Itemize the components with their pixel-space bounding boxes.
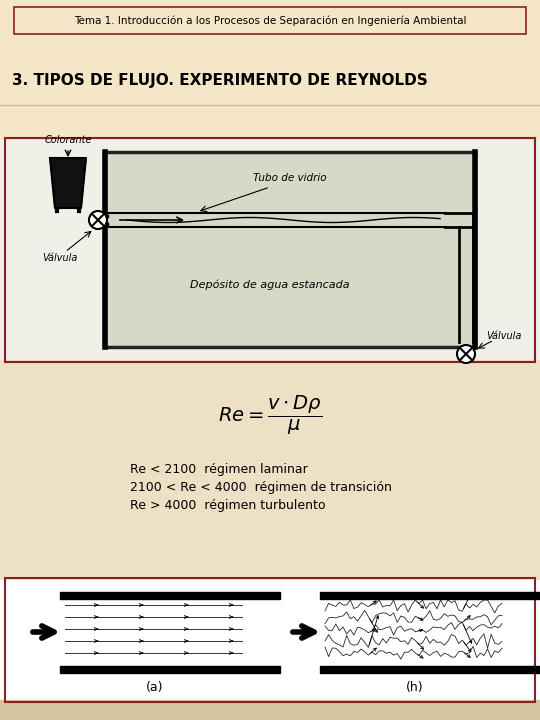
Text: Re < 2100  régimen laminar: Re < 2100 régimen laminar [130, 464, 308, 477]
Bar [105, 152, 475, 347]
Text: Válvula: Válvula [42, 253, 78, 263]
Polygon shape [50, 158, 86, 208]
Bar [60, 666, 280, 673]
Bar [5, 578, 535, 702]
Text: Tema 1. Introducción a los Procesos de Separación en Ingeniería Ambiental: Tema 1. Introducción a los Procesos de S… [74, 16, 466, 26]
Text: Re > 4000  régimen turbulento: Re > 4000 régimen turbulento [130, 500, 326, 513]
Text: (h): (h) [406, 680, 424, 693]
Bar [0, 700, 540, 720]
Text: Depósito de agua estancada: Depósito de agua estancada [190, 280, 350, 290]
Circle shape [89, 211, 107, 229]
Bar [0, 140, 540, 360]
Text: Válvula: Válvula [487, 331, 522, 341]
Bar [0, 580, 540, 700]
Text: (a): (a) [146, 680, 164, 693]
FancyBboxPatch shape [14, 7, 526, 34]
Bar [320, 592, 540, 599]
Bar [60, 592, 280, 599]
Text: 3. TIPOS DE FLUJO. EXPERIMENTO DE REYNOLDS: 3. TIPOS DE FLUJO. EXPERIMENTO DE REYNOL… [12, 73, 428, 88]
Text: Tubo de vidrio: Tubo de vidrio [253, 173, 327, 183]
Circle shape [457, 345, 475, 363]
Text: 2100 < Re < 4000  régimen de transición: 2100 < Re < 4000 régimen de transición [130, 482, 392, 495]
Text: Colorante: Colorante [44, 135, 92, 145]
Bar [5, 138, 535, 362]
Bar [0, 360, 540, 580]
Text: $Re = \dfrac{v \cdot D\rho}{\mu}$: $Re = \dfrac{v \cdot D\rho}{\mu}$ [218, 393, 322, 436]
Bar [0, 0, 540, 140]
Bar [320, 666, 540, 673]
